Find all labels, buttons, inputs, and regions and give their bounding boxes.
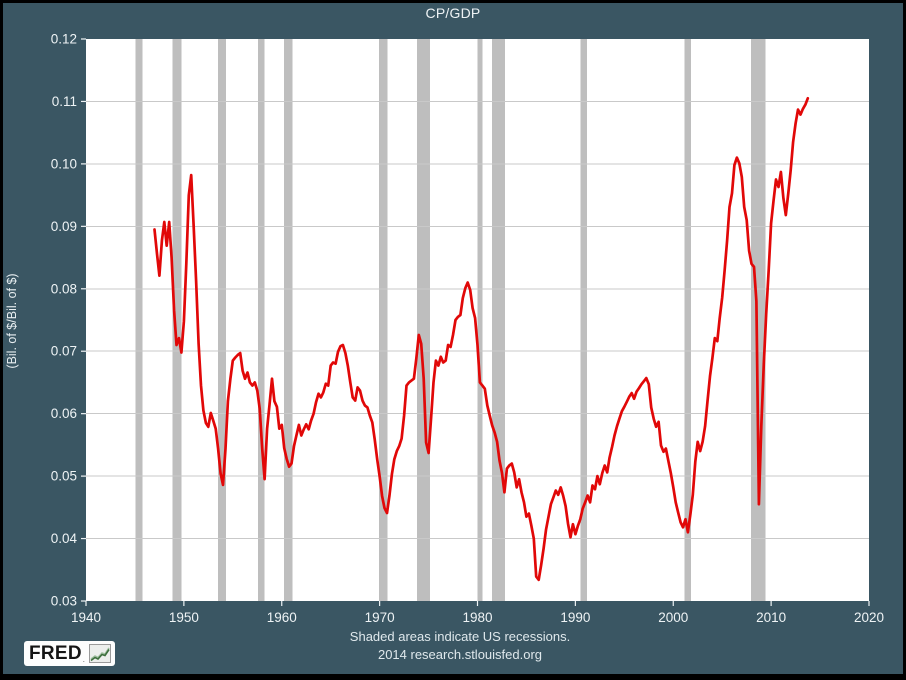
fred-logo-trademark: . <box>82 657 85 664</box>
x-tick-label: 2000 <box>658 610 688 625</box>
source-note: 2014 research.stlouisfed.org <box>377 647 543 662</box>
x-tick-label: 1960 <box>267 610 297 625</box>
recession-band <box>580 39 587 601</box>
chart-title: CP/GDP <box>425 5 481 21</box>
recession-band <box>750 39 766 601</box>
y-tick-label: 0.06 <box>51 406 77 421</box>
y-tick-label: 0.12 <box>51 32 77 47</box>
y-tick-label: 0.04 <box>51 531 78 546</box>
y-tick-label: 0.11 <box>52 94 77 109</box>
recession-band <box>258 39 265 601</box>
fred-logo: FRED . <box>24 641 115 666</box>
x-tick-label: 1940 <box>71 610 101 625</box>
y-tick-label: 0.08 <box>51 281 77 296</box>
recession-band <box>417 39 431 601</box>
y-axis-title: (Bil. of $/Bil. of $) <box>5 273 19 369</box>
y-tick-label: 0.03 <box>51 594 77 609</box>
recession-band <box>684 39 692 601</box>
fred-logo-text: FRED <box>29 643 82 664</box>
recession-band <box>284 39 293 601</box>
x-tick-label: 1990 <box>560 610 590 625</box>
recession-band <box>172 39 182 601</box>
y-tick-label: 0.05 <box>51 469 77 484</box>
x-tick-label: 1980 <box>462 610 492 625</box>
data-line <box>153 96 810 582</box>
recession-band <box>492 39 506 601</box>
recession-band <box>135 39 143 601</box>
x-tick-label: 2010 <box>756 610 786 625</box>
recession-band <box>218 39 227 601</box>
x-tick-label: 1950 <box>169 610 199 625</box>
y-tick-label: 0.07 <box>51 344 77 359</box>
y-tick-label: 0.09 <box>51 219 77 234</box>
y-tick-label: 0.10 <box>51 156 77 171</box>
fred-sparkline-icon <box>88 644 111 663</box>
recession-band <box>477 39 483 601</box>
recession-band <box>378 39 388 601</box>
x-tick-label: 2020 <box>854 610 884 625</box>
x-tick-label: 1970 <box>365 610 395 625</box>
recession-note: Shaded areas indicate US recessions. <box>349 629 571 644</box>
